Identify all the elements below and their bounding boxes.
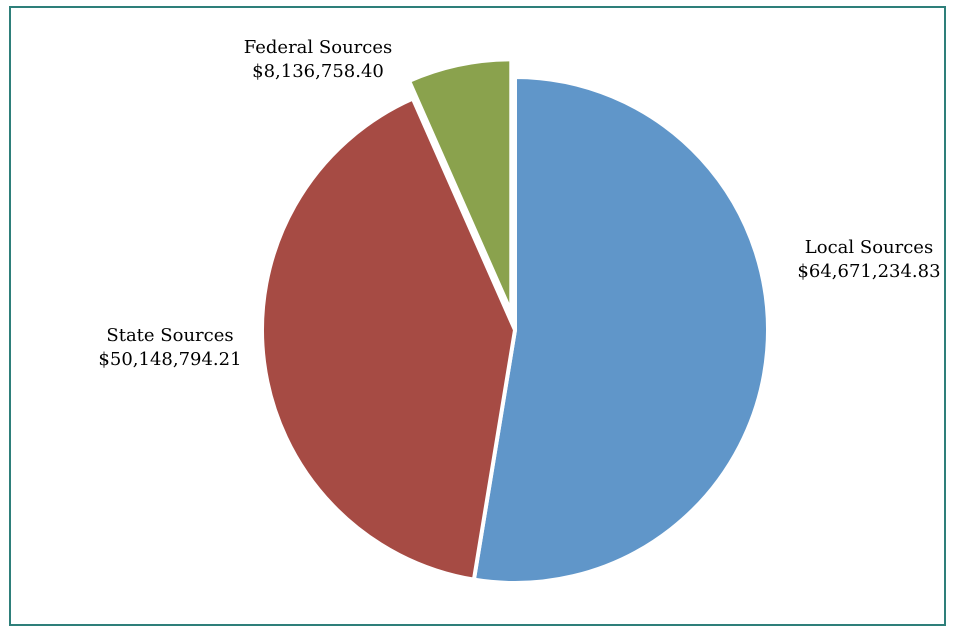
pie-slices: [260, 57, 770, 585]
slice-value-state-sources: $50,148,794.21: [98, 349, 241, 370]
pie-slice-federal-sources: [406, 57, 514, 314]
slice-value-local-sources: $64,671,234.83: [797, 261, 940, 282]
slice-label-local-sources: Local Sources: [805, 237, 933, 258]
pie-chart: Local Sources $64,671,234.83 State Sources…: [98, 37, 941, 585]
pie-slice-local-sources: [471, 74, 770, 585]
slice-label-state-sources: State Sources: [106, 325, 233, 346]
slice-value-federal-sources: $8,136,758.40: [252, 61, 384, 82]
pie-labels: Local Sources $64,671,234.83 State Sources…: [98, 37, 940, 370]
pie-slice-state-sources: [260, 95, 518, 582]
slice-label-federal-sources: Federal Sources: [244, 37, 392, 58]
